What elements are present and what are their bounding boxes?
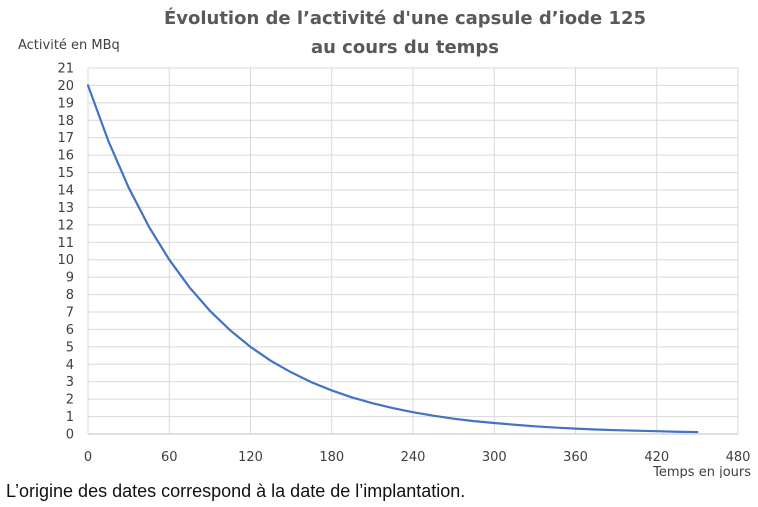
- y-tick-label: 6: [66, 323, 74, 338]
- x-axis-title: Temps en jours: [652, 465, 751, 478]
- grid-lines: [87, 67, 739, 435]
- y-tick-label: 15: [57, 166, 74, 181]
- y-tick-label: 7: [66, 306, 74, 321]
- activity-chart: Évolution de l’activité d'une capsule d’…: [18, 7, 751, 478]
- x-tick-label: 360: [563, 450, 588, 465]
- x-tick-label: 480: [726, 450, 751, 465]
- y-tick-label: 13: [57, 201, 74, 216]
- y-tick-label: 8: [66, 288, 74, 303]
- y-tick-label: 12: [57, 218, 74, 233]
- y-tick-label: 16: [57, 149, 74, 164]
- y-tick-label: 10: [57, 253, 74, 268]
- x-tick-label: 120: [238, 450, 263, 465]
- y-tick-label: 19: [57, 96, 74, 111]
- x-tick-label: 240: [401, 450, 426, 465]
- y-tick-label: 0: [66, 428, 74, 443]
- x-tick-label: 60: [161, 450, 178, 465]
- y-tick-label: 17: [57, 131, 74, 146]
- chart-title-line-1: Évolution de l’activité d'une capsule d’…: [164, 7, 646, 29]
- y-tick-label: 9: [66, 271, 74, 286]
- y-tick-label: 3: [66, 375, 74, 390]
- y-tick-label: 20: [57, 79, 74, 94]
- y-tick-label: 14: [57, 184, 74, 199]
- x-tick-label: 300: [482, 450, 507, 465]
- x-tick-label: 420: [644, 450, 669, 465]
- y-tick-label: 21: [57, 62, 74, 77]
- y-tick-label: 5: [66, 340, 74, 355]
- x-tick-label: 180: [319, 450, 344, 465]
- y-tick-label: 2: [66, 393, 74, 408]
- caption: L’origine des dates correspond à la date…: [6, 481, 466, 501]
- y-tick-label: 18: [57, 114, 74, 129]
- series-line: [86, 84, 699, 434]
- y-axis-title: Activité en MBq: [18, 38, 120, 53]
- y-tick-label: 1: [66, 410, 74, 425]
- y-tick-label: 11: [57, 236, 74, 251]
- chart-title-line-2: au cours du temps: [311, 37, 499, 58]
- x-tick-label: 0: [84, 450, 92, 465]
- y-tick-label: 4: [66, 358, 74, 373]
